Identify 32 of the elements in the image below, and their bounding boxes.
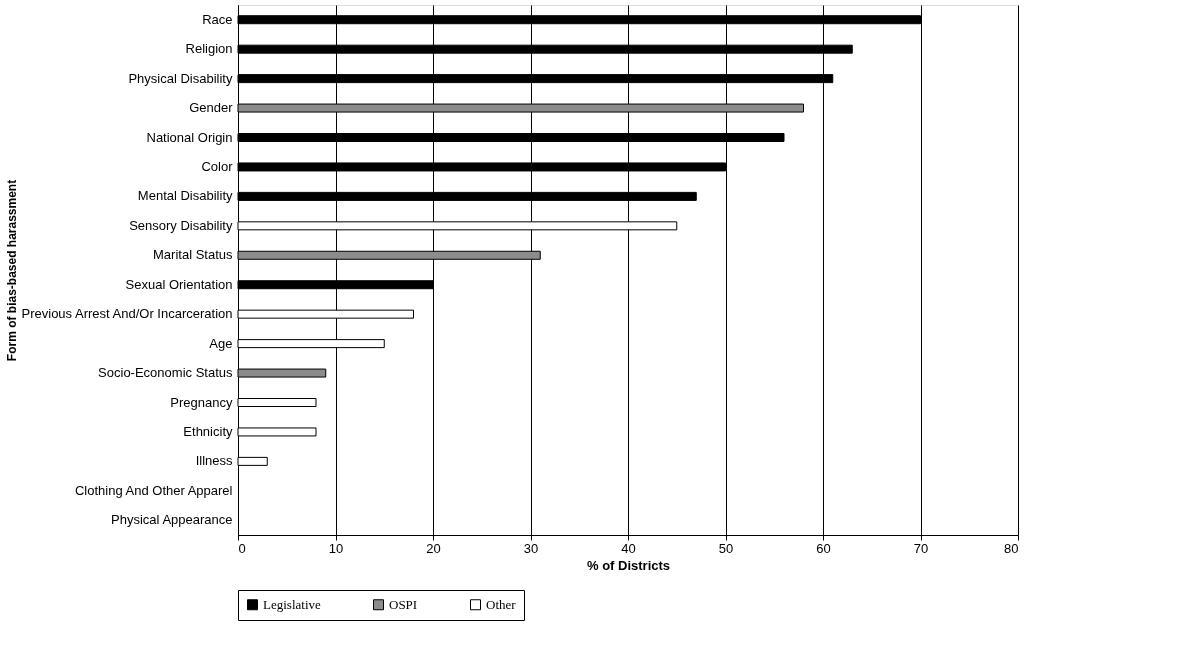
x-tick-label: 70 [913, 540, 929, 556]
x-tick-label: 10 [328, 540, 344, 556]
y-tick-label: Marital Status [153, 247, 233, 263]
y-tick-label: Illness [195, 453, 233, 469]
y-tick-label: Socio-Economic Status [98, 365, 233, 381]
x-tick-label: 20 [426, 540, 441, 556]
legend-label: Legislative [263, 596, 321, 612]
x-tick-label: 60 [816, 540, 831, 556]
y-tick-label: Sexual Orientation [125, 276, 233, 292]
x-tick-label: 0 [238, 540, 246, 556]
y-tick-label: Race [202, 11, 233, 27]
legend-label: OSPI [389, 596, 418, 612]
y-tick-label: National Origin [146, 129, 233, 145]
x-tick-label: 30 [523, 540, 539, 556]
y-tick-label: Color [201, 158, 234, 174]
y-tick-label: Sensory Disability [129, 217, 233, 233]
y-tick-label: Age [209, 335, 233, 351]
y-tick-label: Mental Disability [137, 188, 233, 204]
x-tick-label: 80 [1004, 540, 1019, 556]
legend-label: Other [486, 596, 517, 612]
y-tick-label: Gender [189, 100, 234, 116]
y-tick-label: Physical Disability [128, 70, 233, 86]
x-axis-title: % of Districts [586, 557, 671, 573]
x-tick-label: 50 [718, 540, 734, 556]
y-tick-label: Clothing And Other Apparel [74, 482, 233, 498]
y-tick-label: Ethnicity [183, 423, 233, 439]
y-tick-label: Religion [185, 41, 233, 57]
y-tick-label: Pregnancy [170, 394, 233, 410]
y-tick-label: Physical Appearance [111, 512, 233, 528]
x-tick-label: 40 [621, 540, 636, 556]
y-axis-title: Form of bias-based harassment [4, 179, 19, 362]
y-tick-label: Previous Arrest And/Or Incarceration [21, 306, 233, 322]
